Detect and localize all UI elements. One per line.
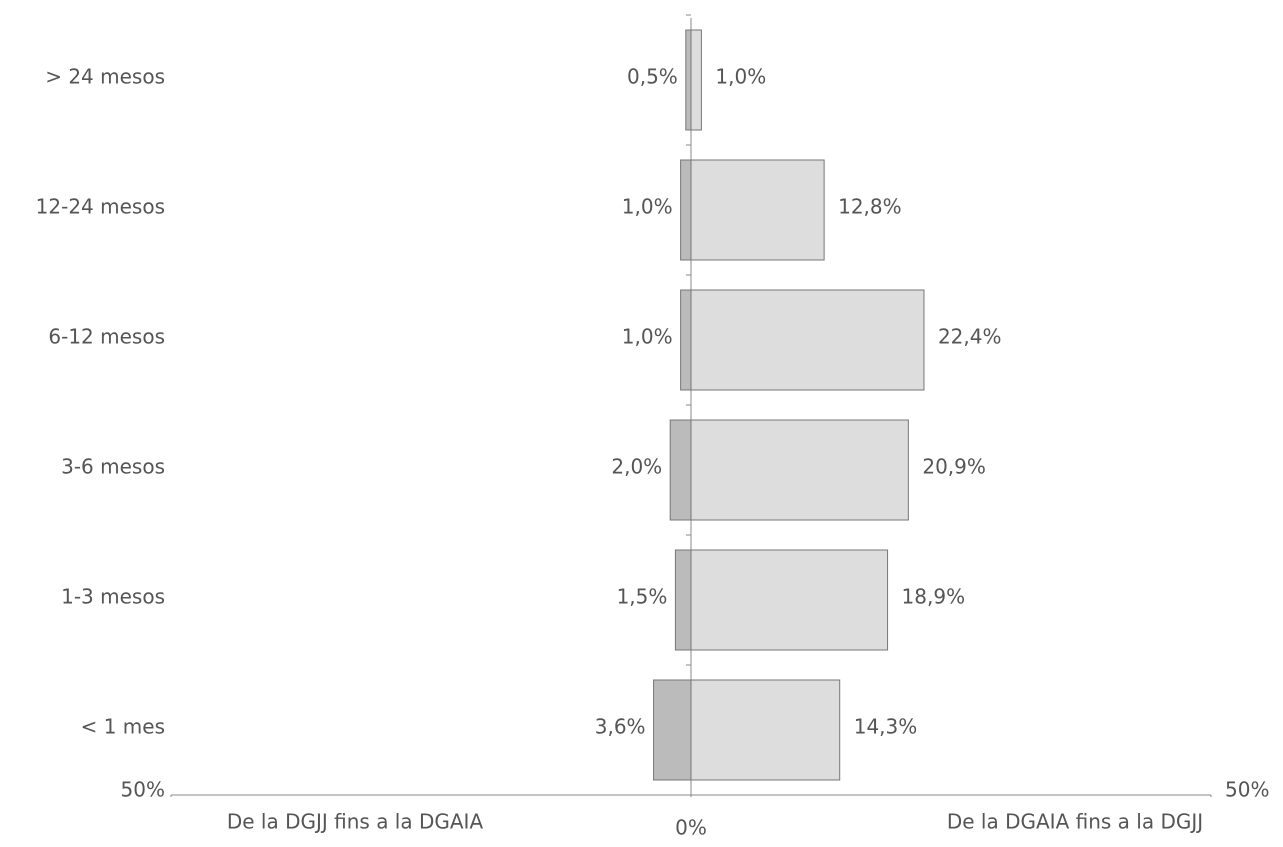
- bar: [680, 289, 692, 391]
- x-tick-label: 50%: [121, 778, 165, 802]
- value-label: 12,8%: [838, 195, 902, 219]
- category-label: 12-24 mesos: [36, 195, 165, 219]
- category-label: > 24 mesos: [45, 65, 165, 89]
- legend-label: De la DGAIA fins a la DGJJ: [947, 810, 1203, 834]
- value-label: 2,0%: [611, 455, 662, 479]
- value-label: 1,0%: [622, 325, 673, 349]
- value-label: 22,4%: [938, 325, 1002, 349]
- value-label: 1,0%: [715, 65, 766, 89]
- bar: [685, 29, 692, 131]
- category-label: 1-3 mesos: [61, 585, 165, 609]
- bar: [674, 549, 692, 651]
- value-label: 20,9%: [922, 455, 986, 479]
- category-label: 6-12 mesos: [48, 325, 165, 349]
- value-label: 0,5%: [627, 65, 678, 89]
- bar: [690, 419, 909, 521]
- x-tick-label: 50%: [1225, 778, 1269, 802]
- value-label: 14,3%: [854, 715, 918, 739]
- category-label: 3-6 mesos: [61, 455, 165, 479]
- bar: [690, 289, 925, 391]
- bar: [690, 679, 841, 781]
- bar: [690, 159, 825, 261]
- value-label: 1,0%: [622, 195, 673, 219]
- bar: [680, 159, 692, 261]
- category-label: < 1 mes: [81, 715, 165, 739]
- bar: [690, 29, 702, 131]
- bar: [653, 679, 692, 781]
- x-tick-label: 0%: [675, 816, 707, 840]
- legend-label: De la DGJJ fins a la DGAIA: [227, 810, 484, 834]
- value-label: 18,9%: [902, 585, 966, 609]
- value-label: 1,5%: [617, 585, 668, 609]
- bar: [690, 549, 889, 651]
- bar: [669, 419, 692, 521]
- value-label: 3,6%: [595, 715, 646, 739]
